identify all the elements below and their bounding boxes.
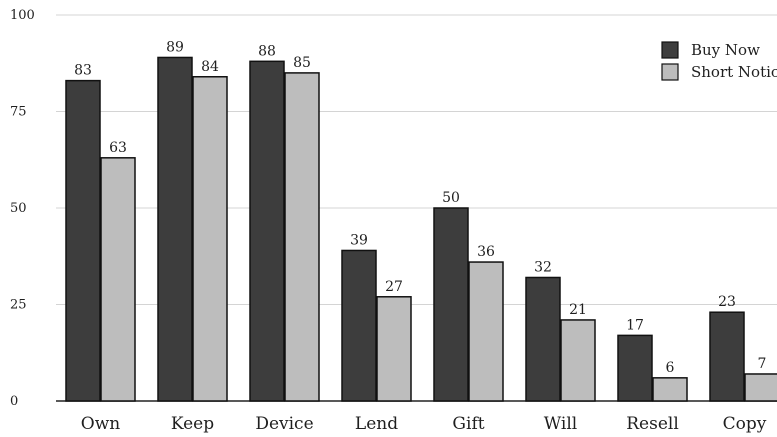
bar-resell-short-notice — [652, 377, 688, 402]
data-label: 88 — [258, 43, 276, 59]
data-label: 7 — [758, 356, 767, 372]
bar-own-short-notice — [100, 157, 136, 402]
legend-swatch — [661, 63, 679, 81]
bar-copy-buy-now — [709, 311, 745, 402]
data-label: 63 — [109, 140, 127, 156]
bar-keep-short-notice — [192, 76, 228, 402]
x-tick-label: Keep — [171, 414, 214, 434]
y-tick-label: 0 — [10, 394, 18, 409]
data-label: 21 — [569, 302, 587, 318]
value-labels: 83 63 89 84 88 85 39 27 50 36 32 21 17 6 23 7 — [74, 39, 766, 375]
data-label: 6 — [666, 360, 675, 376]
data-label: 89 — [166, 39, 184, 55]
legend-label: Short Notice — [691, 63, 777, 81]
y-tick-label: 100 — [10, 8, 35, 23]
x-tick-label: Resell — [626, 414, 679, 434]
bar-device-buy-now — [249, 60, 285, 402]
bar-keep-buy-now — [157, 56, 193, 402]
bar-device-short-notice — [284, 72, 320, 402]
x-tick-label: Lend — [355, 414, 398, 434]
bar-resell-buy-now — [617, 334, 653, 402]
data-label: 17 — [626, 317, 644, 333]
bar-own-buy-now — [65, 79, 101, 402]
data-label: 84 — [201, 59, 219, 75]
x-tick-label: Device — [255, 414, 313, 434]
y-tick-label: 75 — [10, 105, 27, 120]
x-tick-label: Copy — [723, 414, 767, 434]
data-label: 32 — [534, 259, 552, 275]
y-tick-label: 50 — [10, 201, 27, 216]
data-label: 27 — [385, 279, 403, 295]
x-tick-label: Own — [81, 414, 120, 434]
bar-copy-short-notice — [744, 373, 777, 402]
y-tick-label: 25 — [10, 298, 27, 313]
data-label: 23 — [718, 294, 736, 310]
data-label: 83 — [74, 63, 92, 79]
x-axis-ticks: Own Keep Device Lend Gift Will Resell Copy — [81, 414, 767, 434]
data-label: 50 — [442, 190, 460, 206]
bar-lend-short-notice — [376, 296, 412, 402]
x-tick-label: Will — [544, 414, 578, 434]
bar-will-buy-now — [525, 276, 561, 402]
legend-swatch — [661, 41, 679, 59]
legend: Buy Now Short Notice — [661, 41, 777, 81]
bar-gift-short-notice — [468, 261, 504, 402]
bars — [65, 56, 777, 402]
bar-will-short-notice — [560, 319, 596, 402]
data-label: 39 — [350, 232, 368, 248]
bar-gift-buy-now — [433, 207, 469, 402]
y-axis-ticks: 0 25 50 75 100 — [10, 8, 35, 409]
x-tick-label: Gift — [452, 414, 484, 434]
legend-label: Buy Now — [691, 41, 760, 59]
data-label: 36 — [477, 244, 495, 260]
data-label: 85 — [293, 55, 311, 71]
bar-lend-buy-now — [341, 249, 377, 402]
